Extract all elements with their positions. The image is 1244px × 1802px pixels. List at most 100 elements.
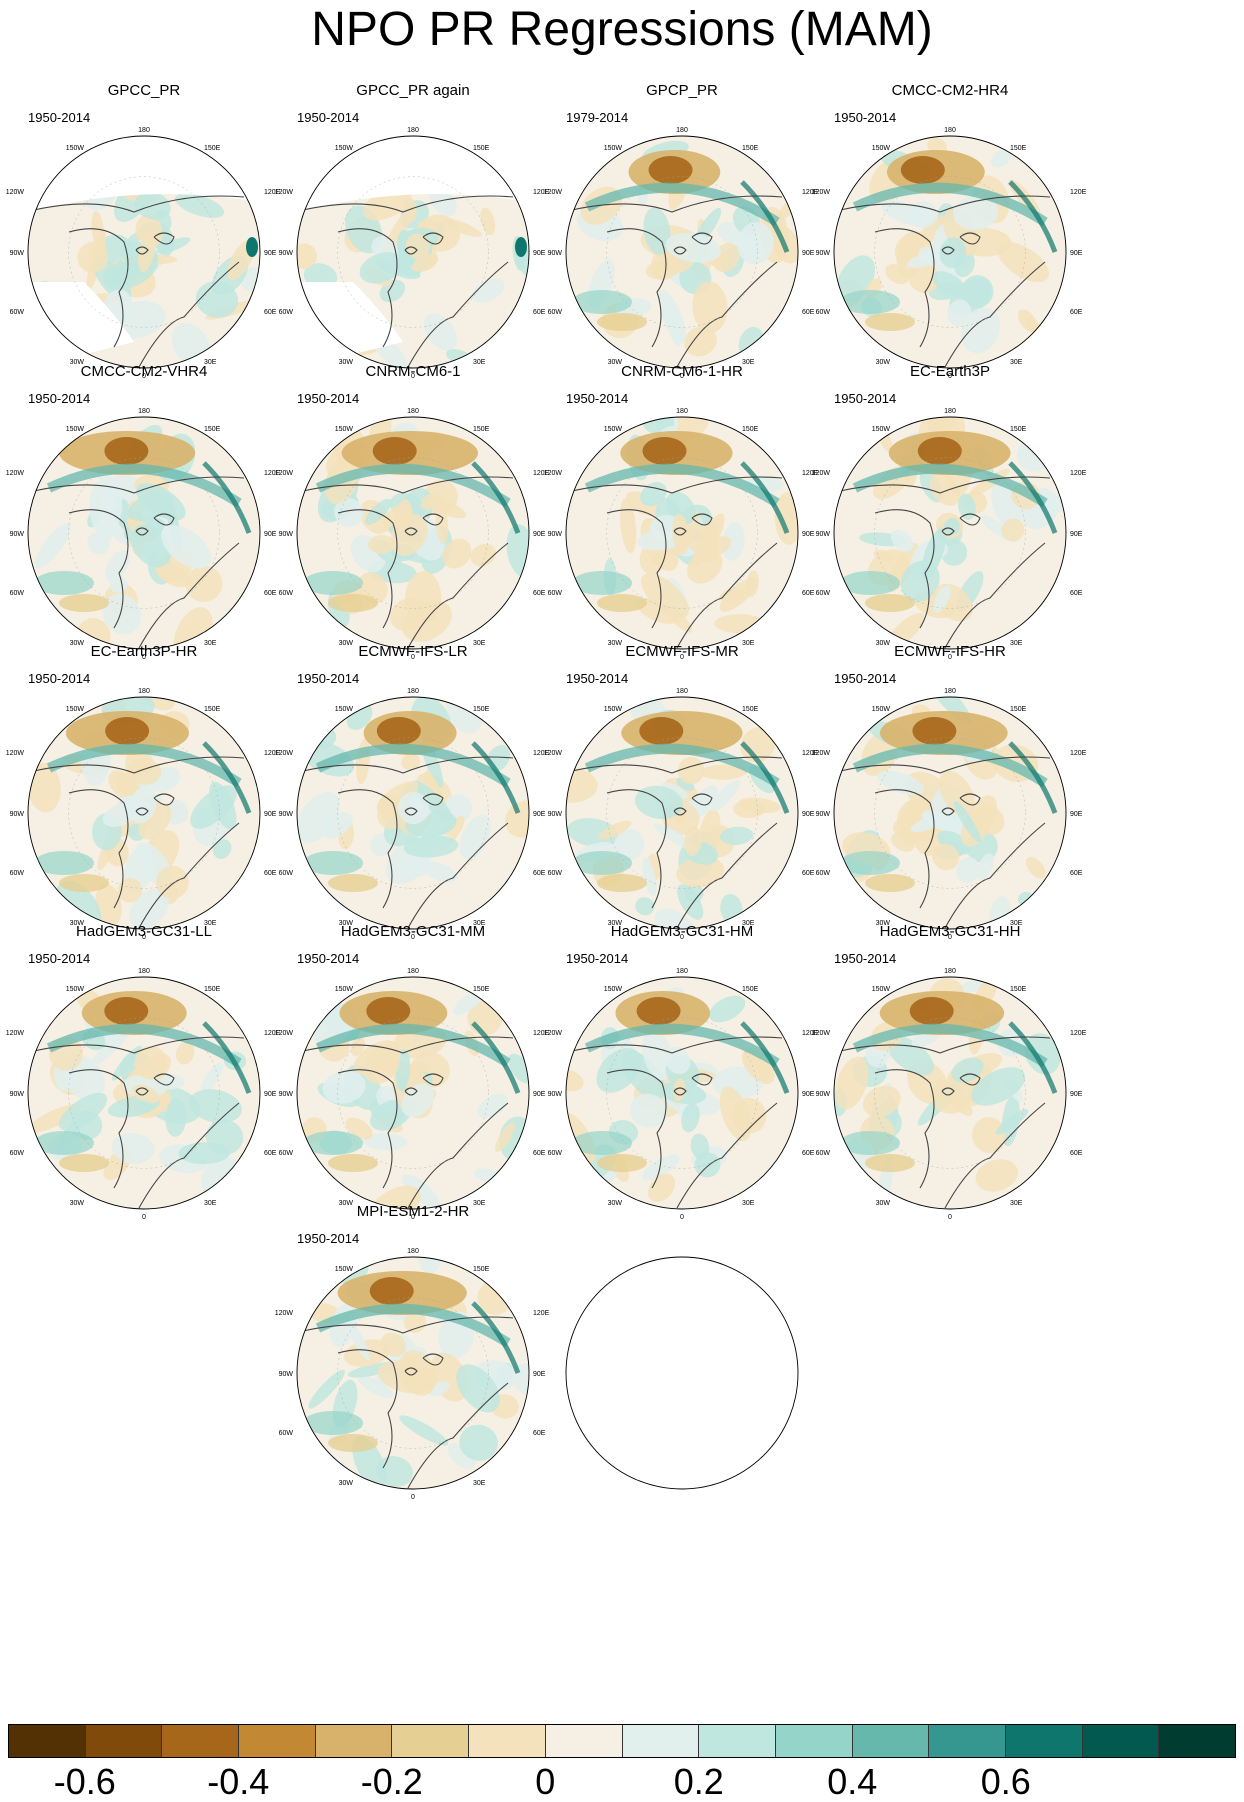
- axis-label: 180: [944, 688, 956, 695]
- axis-label: 60E: [533, 870, 546, 877]
- axis-label: 120W: [812, 189, 831, 196]
- axis-label: 150E: [204, 706, 221, 713]
- colorbar-swatch: [622, 1725, 700, 1757]
- axis-label: 90E: [533, 811, 546, 818]
- axis-label: 90W: [816, 250, 831, 257]
- map-panel: 180 0 150W 150E 120W 120E 90W 90E 60W 60E 30W 30E CM…: [800, 82, 1100, 382]
- panel-period: 1950-2014: [28, 671, 91, 686]
- polar-map: 180 0 150W 150E 120W 120E 90W 90E 60W 60E 30W 30E: [812, 688, 1087, 941]
- axis-label: 150W: [604, 986, 623, 993]
- axis-label: 60W: [548, 870, 563, 877]
- axis-label: 150W: [604, 145, 623, 152]
- axis-label: 60E: [533, 590, 546, 597]
- axis-label: 0: [142, 373, 146, 380]
- axis-label: 90W: [816, 811, 831, 818]
- axis-label: 60E: [1070, 590, 1083, 597]
- axis-label: 90E: [1070, 1091, 1083, 1098]
- map-panel: 180 0 150W 150E 120W 120E 90W 90E 60W 60E 30W 30E Ha…: [532, 923, 832, 1223]
- axis-label: 90W: [548, 250, 563, 257]
- panel-period: 1950-2014: [566, 671, 629, 686]
- axis-label: 0: [680, 934, 684, 941]
- axis-label: 150W: [66, 426, 85, 433]
- axis-label: 120E: [264, 189, 281, 196]
- axis-label: 180: [138, 968, 150, 975]
- axis-label: 180: [676, 688, 688, 695]
- axis-label: 30E: [473, 1480, 486, 1487]
- axis-label: 30E: [473, 1200, 486, 1207]
- axis-label: 0: [948, 1214, 952, 1221]
- colorbar-tick-label: -0.6: [53, 1761, 116, 1802]
- axis-label: 60E: [802, 309, 815, 316]
- polar-map: 180 0 150W 150E 120W 120E 90W 90E 60W 60E 30W 30E: [6, 408, 281, 661]
- axis-label: 150E: [473, 426, 490, 433]
- axis-label: 150E: [742, 986, 759, 993]
- axis-label: 60W: [548, 309, 563, 316]
- axis-label: 60W: [10, 309, 25, 316]
- axis-label: 120W: [6, 189, 25, 196]
- panel-title: EC-Earth3P-HR: [90, 643, 198, 660]
- axis-label: 60W: [279, 870, 294, 877]
- colorbar-swatch: [315, 1725, 393, 1757]
- map-panel: 180 0 150W 150E 120W 120E 90W 90E 60W 60E 30W 30E CN…: [263, 363, 563, 663]
- axis-label: 30W: [339, 920, 354, 927]
- axis-label: 150W: [66, 986, 85, 993]
- axis-label: 150E: [204, 426, 221, 433]
- panel-period: 1950-2014: [566, 391, 629, 406]
- panel-period: 1950-2014: [834, 391, 897, 406]
- axis-label: 0: [142, 654, 146, 661]
- axis-label: 60W: [279, 1150, 294, 1157]
- axis-label: 150E: [204, 986, 221, 993]
- axis-label: 30E: [204, 359, 217, 366]
- axis-label: 180: [944, 968, 956, 975]
- axis-label: 120W: [275, 189, 294, 196]
- polar-map: 180 0 150W 150E 120W 120E 90W 90E 60W 60E 30W 30E: [6, 127, 281, 380]
- axis-label: 60W: [816, 309, 831, 316]
- axis-label: 150W: [335, 426, 354, 433]
- axis-label: 30W: [876, 920, 891, 927]
- axis-label: 120W: [275, 1030, 294, 1037]
- polar-map: 180 0 150W 150E 120W 120E 90W 90E 60W 60E 30W 30E: [812, 127, 1087, 380]
- map-panel: 180 0 150W 150E 120W 120E 90W 90E 60W 60E 30W 30E EC…: [0, 643, 294, 943]
- axis-label: 120E: [533, 189, 550, 196]
- polar-map: 180 0 150W 150E 120W 120E 90W 90E 60W 60E 30W 30E: [6, 968, 281, 1221]
- axis-label: 90E: [1070, 531, 1083, 538]
- axis-label: 90W: [279, 531, 294, 538]
- axis-label: 90W: [10, 811, 25, 818]
- axis-label: 60E: [264, 309, 277, 316]
- axis-label: 120W: [275, 470, 294, 477]
- colorbar-swatch: [162, 1725, 240, 1757]
- axis-label: 90E: [802, 250, 815, 257]
- axis-label: 120W: [544, 189, 563, 196]
- colorbar-tick-label: 0.2: [673, 1761, 724, 1802]
- panel-title: ECMWF-IFS-LR: [358, 643, 468, 660]
- axis-label: 90E: [264, 1091, 277, 1098]
- axis-label: 150W: [335, 145, 354, 152]
- axis-label: 90W: [279, 811, 294, 818]
- axis-label: 60E: [264, 590, 277, 597]
- axis-label: 30W: [339, 640, 354, 647]
- page-title: NPO PR Regressions (MAM): [311, 3, 933, 56]
- axis-label: 120W: [275, 1310, 294, 1317]
- axis-label: 60W: [548, 590, 563, 597]
- colorbar-tick-label: 0: [535, 1761, 556, 1802]
- panel-title: CMCC-CM2-VHR4: [80, 363, 208, 380]
- axis-label: 30W: [608, 920, 623, 927]
- panel-period: 1950-2014: [28, 951, 91, 966]
- colorbar-tick-label: 0.6: [980, 1761, 1031, 1802]
- axis-label: 60E: [264, 870, 277, 877]
- axis-label: 180: [676, 968, 688, 975]
- colorbar-swatch: [392, 1725, 470, 1757]
- polar-map: 180 0 150W 150E 120W 120E 90W 90E 60W 60E 30W 30E: [544, 408, 819, 661]
- axis-label: 30W: [876, 1200, 891, 1207]
- axis-label: 90W: [10, 1091, 25, 1098]
- axis-label: 60W: [279, 590, 294, 597]
- panel-title: ECMWF-IFS-MR: [625, 643, 739, 660]
- colorbar-swatch: [852, 1725, 930, 1757]
- map-panel: 180 0 150W 150E 120W 120E 90W 90E 60W 60E 30W 30E EC…: [800, 363, 1100, 663]
- axis-label: 60W: [10, 590, 25, 597]
- axis-label: 30W: [70, 359, 85, 366]
- polar-map: 180 0 150W 150E 120W 120E 90W 90E 60W 60E 30W 30E: [275, 688, 550, 941]
- axis-label: 90E: [533, 250, 546, 257]
- polar-map: 180 0 150W 150E 120W 120E 90W 90E 60W 60E 30W 30E: [275, 968, 550, 1221]
- axis-label: 150E: [1010, 706, 1027, 713]
